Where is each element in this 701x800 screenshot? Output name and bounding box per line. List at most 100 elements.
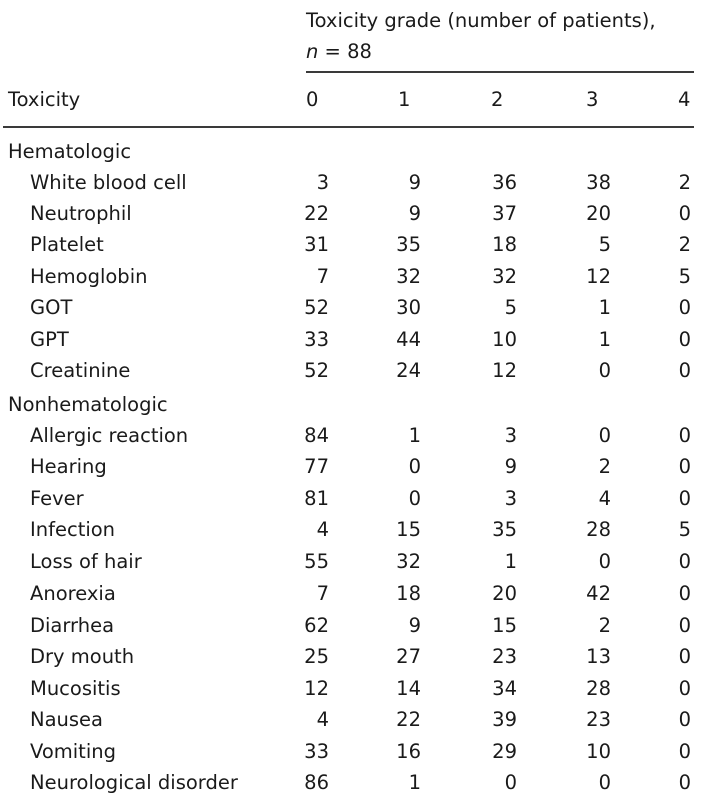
table-row: Nausea 4 22 39 23 0 — [0, 708, 701, 736]
table-cell: 55 — [304, 550, 329, 573]
table-cell: 38 — [586, 171, 611, 194]
table-cell: 5 — [678, 265, 691, 288]
table-row: Allergic reaction 84 1 3 0 0 — [0, 424, 701, 452]
table-cell: 30 — [396, 296, 421, 319]
table-cell: 32 — [396, 550, 421, 573]
table-cell: 62 — [304, 614, 329, 637]
table-cell: 4 — [316, 518, 329, 541]
table-cell: 13 — [586, 645, 611, 668]
table-row: Infection 4 15 35 28 5 — [0, 518, 701, 546]
table-cell: 12 — [492, 359, 517, 382]
row-label: Anorexia — [30, 582, 116, 605]
header-rule — [3, 126, 694, 128]
table-row: GOT 52 30 5 1 0 — [0, 296, 701, 324]
table-cell: 84 — [304, 424, 329, 447]
table-cell: 20 — [492, 582, 517, 605]
table-row: White blood cell 3 9 36 38 2 — [0, 171, 701, 199]
row-label: Allergic reaction — [30, 424, 189, 447]
table-cell: 1 — [598, 296, 611, 319]
table-cell: 9 — [408, 171, 421, 194]
table-row: Neutrophil 22 9 37 20 0 — [0, 202, 701, 230]
table-cell: 31 — [304, 233, 329, 256]
table-cell: 0 — [678, 677, 691, 700]
grade-4-header: 4 — [678, 88, 691, 111]
table-cell: 28 — [586, 518, 611, 541]
row-label: Loss of hair — [30, 550, 142, 573]
table-cell: 37 — [492, 202, 517, 225]
table-cell: 10 — [492, 328, 517, 351]
row-label: Fever — [30, 487, 84, 510]
table-row: Mucositis 12 14 34 28 0 — [0, 677, 701, 705]
table-cell: 18 — [396, 582, 421, 605]
table-cell: 2 — [598, 455, 611, 478]
table-cell: 7 — [316, 582, 329, 605]
table-cell: 22 — [304, 202, 329, 225]
table-cell: 4 — [316, 708, 329, 731]
table-cell: 16 — [396, 740, 421, 763]
table-cell: 0 — [678, 740, 691, 763]
table-cell: 0 — [504, 771, 517, 794]
table-cell: 0 — [678, 550, 691, 573]
table-cell: 39 — [492, 708, 517, 731]
table-cell: 35 — [396, 233, 421, 256]
table-cell: 23 — [586, 708, 611, 731]
table-row: Vomiting 33 16 29 10 0 — [0, 740, 701, 768]
table-cell: 2 — [598, 614, 611, 637]
table-cell: 0 — [678, 708, 691, 731]
table-cell: 9 — [408, 202, 421, 225]
table-cell: 33 — [304, 328, 329, 351]
table-cell: 3 — [504, 424, 517, 447]
table-row: Fever 81 0 3 4 0 — [0, 487, 701, 515]
table-cell: 23 — [492, 645, 517, 668]
table-cell: 0 — [678, 424, 691, 447]
table-cell: 42 — [586, 582, 611, 605]
table-cell: 4 — [598, 487, 611, 510]
table-cell: 5 — [678, 518, 691, 541]
section-label-hematologic: Hematologic — [8, 140, 132, 163]
table-cell: 29 — [492, 740, 517, 763]
table-row: Dry mouth 25 27 23 13 0 — [0, 645, 701, 673]
table-cell: 0 — [678, 328, 691, 351]
row-label: Platelet — [30, 233, 104, 256]
table-cell: 1 — [408, 771, 421, 794]
table-cell: 52 — [304, 359, 329, 382]
table-cell: 1 — [408, 424, 421, 447]
table-cell: 5 — [504, 296, 517, 319]
table-cell: 36 — [492, 171, 517, 194]
table-row: Anorexia 7 18 20 42 0 — [0, 582, 701, 610]
table-cell: 77 — [304, 455, 329, 478]
table-cell: 0 — [598, 359, 611, 382]
table-cell: 0 — [408, 487, 421, 510]
table-cell: 35 — [492, 518, 517, 541]
grade-2-header: 2 — [491, 88, 504, 111]
table-cell: 2 — [678, 233, 691, 256]
table-cell: 0 — [678, 202, 691, 225]
row-label: Nausea — [30, 708, 104, 731]
table-row: Hemoglobin 7 32 32 12 5 — [0, 265, 701, 293]
table-cell: 1 — [504, 550, 517, 573]
row-label: GPT — [30, 328, 69, 351]
table-cell: 15 — [396, 518, 421, 541]
table-cell: 0 — [678, 771, 691, 794]
table-cell: 0 — [678, 455, 691, 478]
n-value: = 88 — [318, 40, 372, 63]
table-cell: 0 — [678, 487, 691, 510]
row-label: Hemoglobin — [30, 265, 148, 288]
table-cell: 12 — [586, 265, 611, 288]
row-label: Dry mouth — [30, 645, 135, 668]
table-cell: 7 — [316, 265, 329, 288]
table-cell: 3 — [504, 487, 517, 510]
table-cell: 0 — [678, 614, 691, 637]
table-cell: 81 — [304, 487, 329, 510]
table-cell: 33 — [304, 740, 329, 763]
grade-1-header: 1 — [398, 88, 411, 111]
table-cell: 15 — [492, 614, 517, 637]
row-label: Hearing — [30, 455, 107, 478]
table-cell: 22 — [396, 708, 421, 731]
table-cell: 28 — [586, 677, 611, 700]
table-cell: 2 — [678, 171, 691, 194]
table-cell: 10 — [586, 740, 611, 763]
row-label: Infection — [30, 518, 116, 541]
table-cell: 12 — [304, 677, 329, 700]
spanner-heading: Toxicity grade (number of patients), — [306, 9, 656, 32]
